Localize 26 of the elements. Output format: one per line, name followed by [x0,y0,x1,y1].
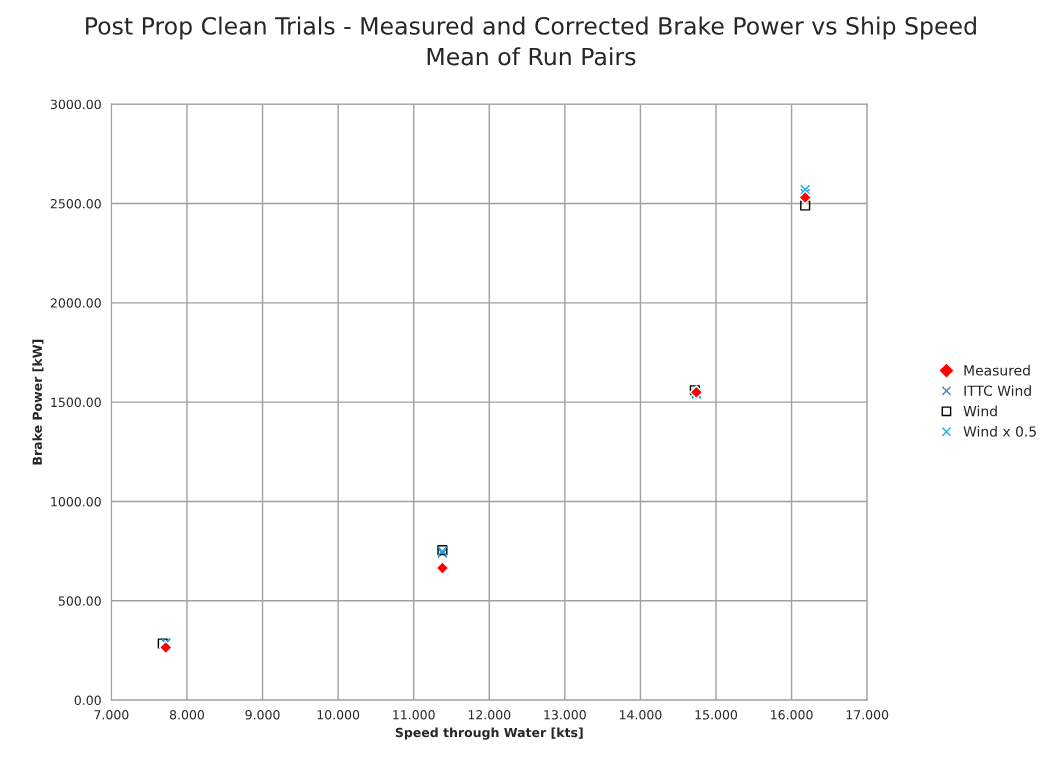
chart-title: Post Prop Clean Trials - Measured and Corrected Brake Power vs Ship Speed [86,16,976,40]
x-tick-label: 13.000 [544,710,586,720]
x-tick-label: 14.000 [619,710,662,720]
legend-label: Wind x 0.5 [963,426,1036,437]
y-tick-label: 500.00 [58,596,101,606]
y-tick-label: 1500.00 [51,397,101,408]
x-tick-label: 16.000 [771,710,813,720]
x-tick-label: 11.000 [393,710,435,720]
legend-label: Wind [963,405,997,417]
y-tick-label: 2000.00 [50,298,101,308]
y-tick-label: 1000.00 [51,496,101,507]
x-tick-label: 15.000 [695,710,738,720]
legend-label: ITTC Wind [964,385,1031,396]
x-tick-label: 9.000 [245,710,280,720]
x-tick-label: 12.000 [468,710,511,720]
y-tick-label: 2500.00 [50,198,101,209]
x-tick-label: 8.000 [169,710,205,720]
y-tick-label: 3000.00 [50,99,101,110]
x-axis-title: Speed through Water [kts] [395,727,583,740]
chart-subtitle: Mean of Run Pairs [427,47,636,66]
x-tick-label: 17.000 [846,710,889,720]
y-axis-title: Brake Power [kW] [32,339,44,465]
x-tick-label: 10.000 [317,710,360,720]
legend-label: Measured [964,364,1030,376]
y-tick-label: 0.00 [74,695,101,706]
x-tick-label: 7.000 [94,710,129,720]
